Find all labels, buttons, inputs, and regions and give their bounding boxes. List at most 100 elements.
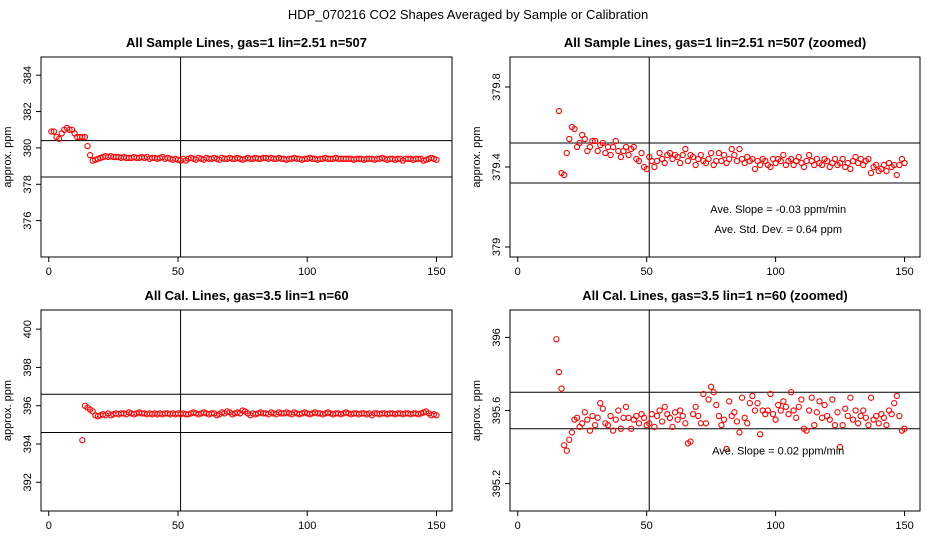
data-point: [646, 420, 653, 427]
data-point: [896, 161, 903, 169]
data-point: [630, 143, 637, 151]
data-point: [50, 128, 58, 135]
data-point: [682, 420, 689, 427]
data-point: [581, 135, 588, 143]
data-point: [666, 414, 674, 421]
data-point: [805, 151, 813, 159]
data-point: [612, 416, 619, 423]
data-point: [615, 407, 622, 414]
data-point: [780, 398, 787, 405]
data-point: [571, 125, 578, 133]
data-point: [885, 407, 893, 414]
data-point: [715, 412, 723, 420]
data-point: [759, 407, 766, 414]
plot-frame: [40, 56, 453, 258]
data-point: [689, 411, 697, 418]
data-point: [710, 389, 717, 396]
data-point: [790, 407, 797, 414]
data-point: [842, 405, 849, 412]
data-point: [865, 155, 872, 163]
data-point: [751, 407, 759, 414]
data-point: [579, 420, 586, 427]
data-point: [723, 445, 730, 453]
data-point: [586, 427, 594, 434]
x-tick-label: 150: [427, 520, 445, 532]
data-point: [736, 145, 743, 153]
data-point: [834, 409, 841, 416]
data-point: [563, 447, 570, 454]
y-tick-label: 382: [22, 102, 34, 120]
data-point: [599, 405, 606, 412]
data-point: [581, 409, 588, 416]
data-point: [58, 130, 65, 137]
data-point: [736, 429, 743, 436]
data-point: [865, 421, 872, 429]
data-point: [891, 400, 898, 407]
data-point: [653, 157, 661, 165]
data-point: [622, 403, 630, 410]
data-point: [433, 156, 440, 163]
data-point: [731, 409, 738, 416]
data-point: [66, 126, 73, 133]
y-tick-label: 396: [491, 328, 503, 346]
data-point: [756, 161, 764, 169]
data-point: [888, 411, 895, 418]
data-point: [785, 411, 792, 418]
data-point: [857, 412, 864, 420]
y-tick-label: 396: [22, 397, 34, 415]
data-point: [824, 412, 831, 420]
data-point: [803, 427, 810, 434]
data-point: [643, 165, 650, 173]
panel-title: All Sample Lines, gas=1 lin=2.51 n=507 (…: [564, 35, 866, 50]
data-point: [749, 155, 756, 163]
x-tick-label: 50: [172, 520, 184, 532]
data-point: [873, 161, 880, 169]
data-point: [635, 157, 643, 165]
plot-frame: [40, 309, 453, 512]
data-point: [664, 411, 671, 418]
x-tick-label: 0: [46, 520, 52, 532]
data-point: [553, 336, 560, 343]
data-point: [795, 153, 802, 161]
data-point: [84, 142, 91, 150]
data-point: [901, 159, 908, 167]
data-point: [713, 157, 720, 165]
x-tick-label: 50: [172, 266, 184, 278]
x-tick-label: 100: [766, 266, 784, 278]
data-point: [762, 411, 769, 418]
data-point: [628, 425, 635, 432]
data-point: [620, 414, 627, 421]
data-point: [852, 153, 859, 161]
data-point: [896, 412, 903, 420]
data-point: [607, 412, 614, 420]
data-point: [689, 153, 697, 161]
data-point: [720, 151, 728, 159]
y-tick-label: 394: [22, 435, 34, 453]
y-axis-label: approx. ppm: [471, 380, 483, 441]
data-point: [880, 414, 888, 421]
panel-title: All Cal. Lines, gas=3.5 lin=1 n=60: [144, 288, 348, 303]
data-point: [566, 436, 573, 443]
data-point: [612, 137, 619, 145]
data-point: [625, 151, 632, 159]
data-point: [728, 145, 735, 153]
data-point: [847, 165, 854, 173]
data-point: [870, 416, 877, 423]
data-point: [648, 157, 655, 165]
y-tick-label: 376: [22, 211, 34, 229]
data-point: [718, 157, 725, 165]
data-point: [697, 151, 704, 159]
data-point: [829, 396, 836, 403]
data-point: [844, 159, 851, 167]
data-point: [754, 400, 761, 407]
data-point: [805, 407, 813, 414]
data-point: [893, 392, 900, 400]
data-point: [852, 407, 859, 414]
data-point: [630, 416, 637, 423]
data-point: [795, 403, 802, 410]
data-point: [769, 411, 777, 418]
x-tick-label: 0: [46, 266, 52, 278]
data-point: [48, 128, 55, 135]
data-point: [677, 159, 684, 167]
data-point: [901, 425, 908, 432]
